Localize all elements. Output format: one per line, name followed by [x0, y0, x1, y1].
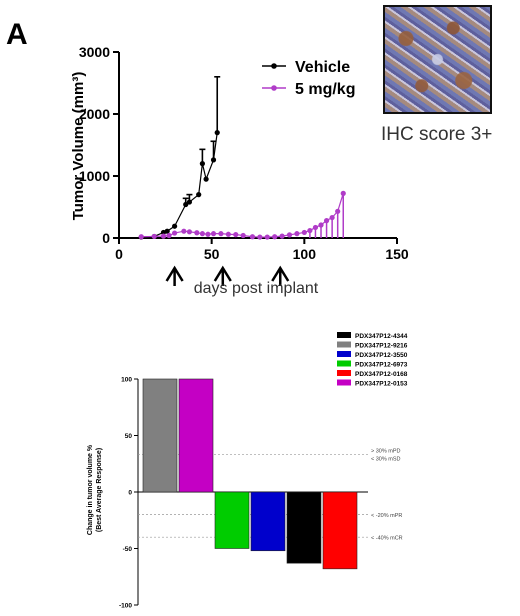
top-data-point	[210, 157, 217, 163]
top-data-point	[318, 222, 324, 228]
bottom-y-tick-label: -50	[123, 546, 133, 553]
top-data-point	[164, 228, 170, 234]
top-data-point	[335, 208, 341, 214]
top-data-point	[186, 199, 193, 205]
bottom-y-tick-label: -100	[119, 603, 132, 610]
bottom-bar	[286, 491, 322, 564]
bottom-y-axis-label: (Best Average Response)	[96, 448, 103, 532]
top-data-point	[301, 229, 307, 236]
top-data-point	[323, 218, 330, 224]
top-x-tick-label: 0	[115, 246, 123, 262]
bottom-legend-swatch	[337, 332, 351, 338]
top-data-point	[172, 230, 178, 236]
top-y-tick-label: 3000	[79, 44, 110, 60]
bottom-legend-swatch	[337, 370, 351, 376]
top-data-point	[233, 231, 239, 238]
bottom-reference-label: < -40% mCR	[371, 536, 403, 542]
bottom-y-tick-label: 100	[121, 377, 132, 384]
top-data-point	[340, 190, 346, 196]
top-data-point	[183, 201, 189, 208]
top-data-point	[240, 232, 246, 239]
top-data-point	[257, 234, 263, 240]
top-data-point	[272, 234, 278, 240]
top-x-tick-label: 100	[293, 246, 317, 262]
top-data-point	[196, 192, 202, 198]
top-data-point	[199, 231, 205, 237]
top-legend-label: Vehicle	[295, 59, 350, 76]
top-data-point	[312, 224, 319, 231]
bottom-reference-label: < 30% mSD	[371, 457, 401, 463]
bottom-legend-swatch	[337, 341, 351, 348]
top-series-line	[141, 193, 344, 238]
ihc-caption: IHC score 3+	[381, 124, 493, 145]
bottom-legend-label: PDX347P12-0168	[355, 371, 408, 378]
top-data-point	[214, 130, 220, 136]
bottom-bar	[322, 491, 358, 570]
top-data-point	[264, 234, 270, 240]
top-data-point	[199, 161, 205, 167]
top-y-tick-label: 0	[102, 230, 110, 246]
top-data-point	[225, 231, 231, 237]
bottom-y-axis-label: Change in tumor volume %	[87, 444, 94, 535]
top-data-point	[329, 214, 335, 221]
ihc-micrograph-image	[383, 5, 492, 114]
top-x-tick-label: 50	[204, 246, 220, 262]
top-y-tick-label: 1000	[79, 168, 110, 184]
bottom-legend-label: PDX347P12-0153	[355, 381, 408, 388]
top-x-axis-label: days post implant	[194, 280, 319, 297]
top-data-point	[205, 231, 211, 237]
bottom-y-tick-label: 50	[125, 433, 133, 440]
bottom-legend-swatch	[337, 351, 351, 357]
top-data-point	[294, 231, 300, 237]
top-data-point	[181, 228, 187, 234]
panel-label: A	[6, 18, 28, 51]
top-data-point	[307, 227, 313, 234]
bottom-bar	[250, 491, 286, 552]
top-data-point	[286, 232, 293, 238]
top-legend-marker	[271, 63, 277, 69]
top-y-tick-label: 2000	[79, 106, 110, 122]
top-data-point	[203, 176, 209, 182]
bottom-bar	[142, 378, 178, 493]
top-data-point	[194, 230, 200, 236]
bottom-legend-label: PDX347P12-9216	[355, 343, 408, 350]
top-legend-marker	[271, 85, 277, 91]
top-legend-label: 5 mg/kg	[295, 81, 355, 98]
top-data-point	[160, 233, 167, 239]
top-y-axis-label: Tumor Volume (mm³)	[70, 72, 87, 221]
bottom-legend-swatch	[337, 379, 351, 386]
top-data-point	[210, 231, 217, 237]
bottom-bar	[178, 378, 214, 493]
top-data-point	[218, 231, 224, 237]
bottom-legend-swatch	[337, 360, 351, 367]
top-data-point	[249, 234, 256, 240]
top-data-point	[138, 234, 144, 240]
bottom-reference-label: < -20% mPR	[371, 513, 402, 519]
bottom-reference-label: > 30% mPD	[371, 449, 401, 455]
bottom-legend-label: PDX347P12-3550	[355, 352, 408, 359]
top-data-point	[166, 232, 172, 239]
top-series-line	[141, 132, 218, 238]
top-data-point	[279, 233, 285, 239]
bottom-legend-label: PDX347P12-6973	[355, 362, 408, 369]
bottom-bar	[214, 491, 250, 549]
top-data-point	[172, 223, 178, 229]
top-data-point	[151, 233, 157, 240]
bottom-y-tick-label: 0	[128, 490, 132, 497]
top-x-tick-label: 150	[385, 246, 409, 262]
top-data-point	[186, 229, 193, 235]
bottom-legend-label: PDX347P12-4344	[355, 333, 408, 340]
